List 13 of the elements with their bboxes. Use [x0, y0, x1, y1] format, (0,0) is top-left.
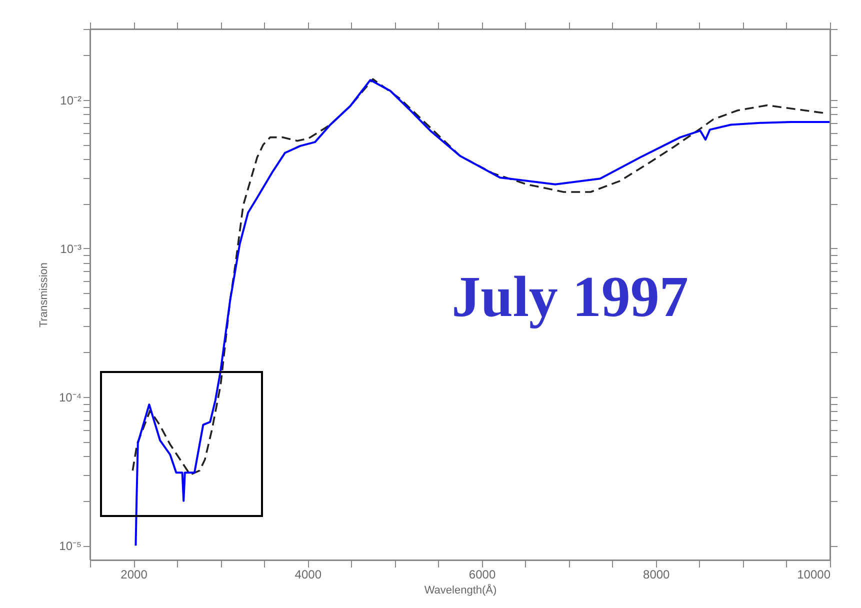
x-tick-label: 10000 — [797, 568, 831, 582]
y-tick-label: 10⁻² — [60, 93, 82, 108]
y-tick-label: 10⁻⁴ — [58, 390, 82, 405]
x-axis-title: Wavelength(Å) — [424, 584, 497, 596]
x-tick-label: 4000 — [294, 568, 322, 582]
line-series — [134, 79, 830, 547]
x-tick-label: 8000 — [643, 568, 670, 582]
annotation: July 1997 — [452, 264, 688, 329]
y-tick-label: 10⁻⁵ — [59, 539, 82, 554]
x-tick-label: 6000 — [468, 568, 496, 582]
y-axis-title: Transmission — [38, 262, 50, 328]
x-tick-label: 2000 — [120, 568, 148, 582]
y-tick-label: 10⁻³ — [60, 242, 82, 256]
